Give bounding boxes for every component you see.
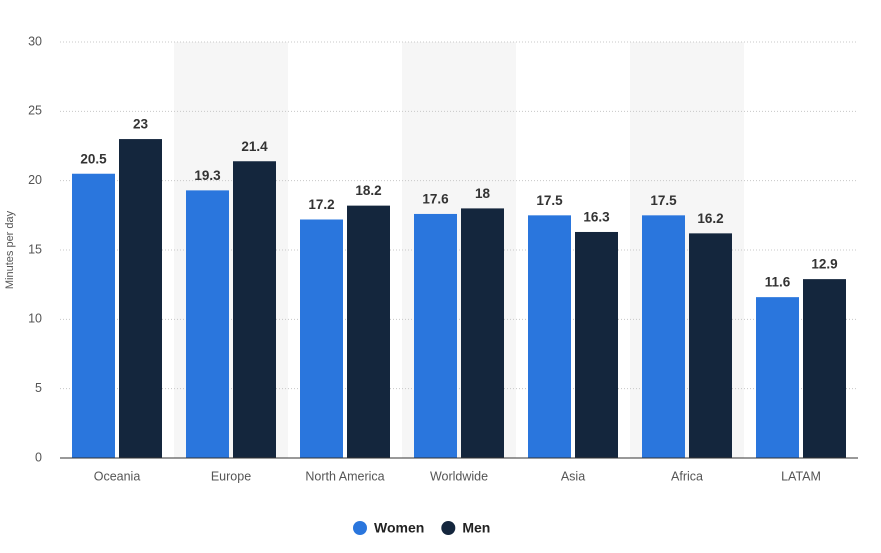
bar <box>528 215 571 458</box>
value-label: 17.2 <box>308 197 334 212</box>
bar <box>347 205 390 458</box>
value-label: 17.5 <box>536 193 563 208</box>
value-label: 16.2 <box>697 211 723 226</box>
bar <box>461 208 504 458</box>
y-tick-label: 20 <box>28 173 42 187</box>
bar <box>300 219 343 458</box>
x-tick-label: Europe <box>211 469 251 483</box>
x-tick-label: Africa <box>671 469 703 483</box>
value-label: 12.9 <box>811 257 837 272</box>
value-label: 17.5 <box>650 193 677 208</box>
x-tick-label: North America <box>305 469 384 483</box>
bar <box>575 231 618 458</box>
bar <box>642 215 685 458</box>
value-label: 18 <box>475 186 491 201</box>
bar <box>414 213 457 458</box>
value-label: 11.6 <box>765 275 791 290</box>
value-label: 18.2 <box>355 183 381 198</box>
value-label: 17.6 <box>422 192 449 207</box>
y-tick-label: 25 <box>28 104 42 118</box>
legend-marker <box>441 521 456 535</box>
bar <box>186 190 229 458</box>
bar <box>803 279 846 458</box>
x-tick-label: Oceania <box>94 469 141 483</box>
x-tick-label: Worldwide <box>430 469 488 483</box>
value-label: 19.3 <box>194 168 221 183</box>
y-axis-label: Minutes per day <box>4 210 16 289</box>
value-label: 20.5 <box>80 151 107 166</box>
legend-marker <box>353 521 367 535</box>
value-label: 23 <box>133 117 149 132</box>
bar <box>756 297 799 458</box>
bar <box>233 161 276 458</box>
legend-label: Men <box>462 520 490 536</box>
bar <box>689 233 732 458</box>
x-tick-label: Asia <box>561 469 585 483</box>
y-tick-label: 0 <box>35 450 42 464</box>
value-label: 16.3 <box>583 210 610 225</box>
y-tick-label: 30 <box>28 34 42 48</box>
y-tick-label: 5 <box>35 381 42 395</box>
y-tick-label: 15 <box>28 242 42 256</box>
legend-label: Women <box>374 520 424 536</box>
x-tick-label: LATAM <box>781 469 821 483</box>
y-tick-label: 10 <box>28 312 42 326</box>
value-label: 21.4 <box>241 139 268 154</box>
bar <box>72 173 115 458</box>
bar <box>119 139 162 459</box>
